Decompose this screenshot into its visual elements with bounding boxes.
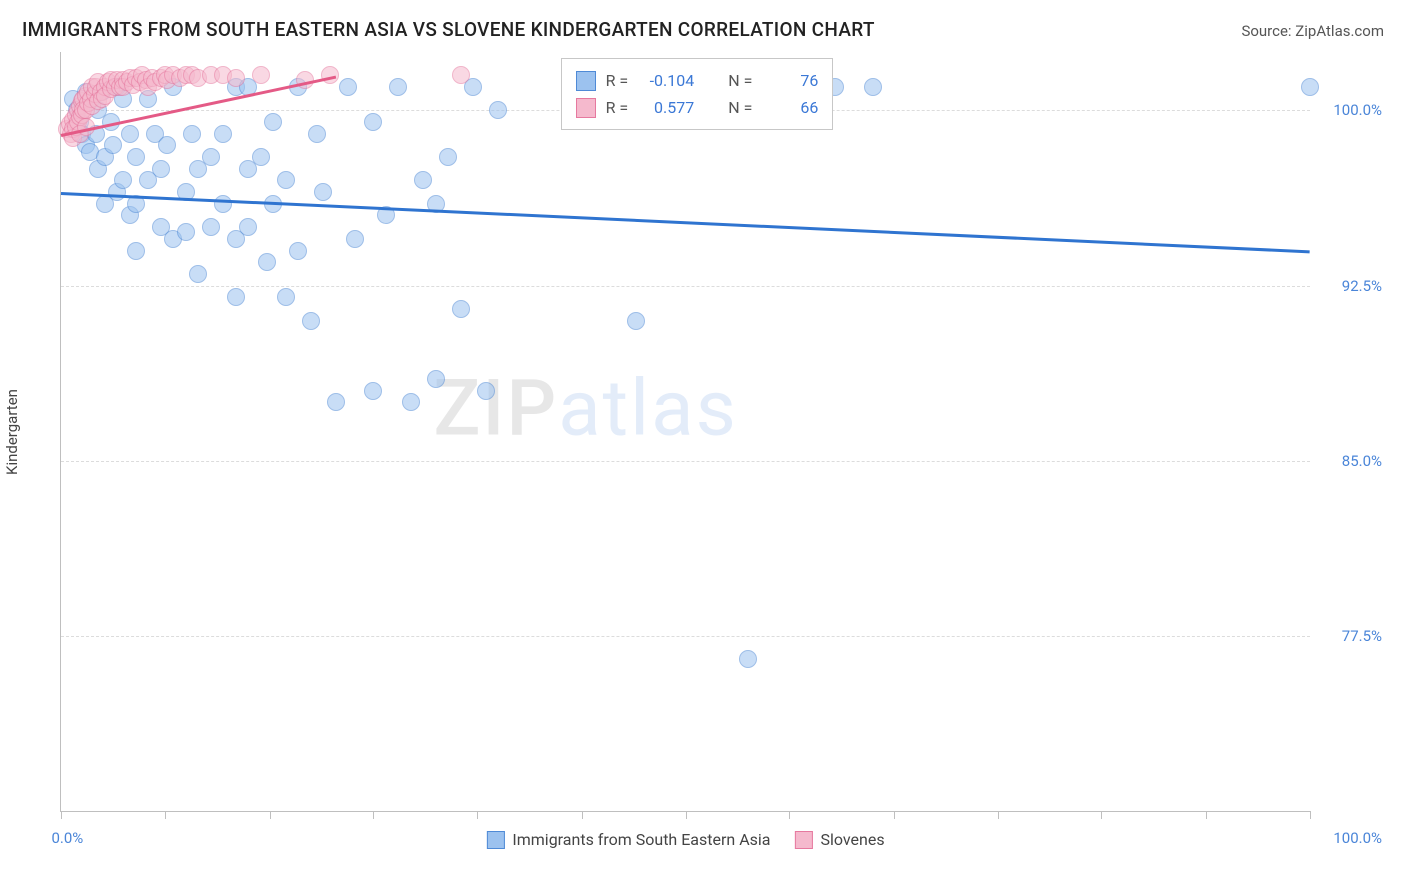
x-tick <box>582 811 583 819</box>
series-legend: Immigrants from South Eastern Asia Sloven… <box>486 830 884 849</box>
stats-legend-row: R = 0.577 N = 66 <box>576 94 819 121</box>
x-tick <box>686 811 687 819</box>
source-value: ZipAtlas.com <box>1295 22 1384 40</box>
legend-n-value: 76 <box>762 67 818 94</box>
data-point <box>308 125 326 143</box>
stats-legend-row: R = -0.104 N = 76 <box>576 67 819 94</box>
x-tick <box>789 811 790 819</box>
legend-r-label: R = <box>606 67 629 94</box>
data-point <box>214 125 232 143</box>
data-point <box>227 69 245 87</box>
data-point <box>489 101 507 119</box>
data-point <box>339 78 357 96</box>
data-point <box>252 148 270 166</box>
gridline <box>61 461 1310 462</box>
data-point <box>202 218 220 236</box>
y-tick-label: 77.5% <box>1318 627 1382 645</box>
data-point <box>183 125 201 143</box>
data-point <box>202 148 220 166</box>
data-point <box>277 288 295 306</box>
legend-swatch <box>576 98 596 118</box>
legend-swatch <box>486 831 504 849</box>
data-point <box>327 393 345 411</box>
data-point <box>302 312 320 330</box>
data-point <box>321 66 339 84</box>
data-point <box>477 382 495 400</box>
x-tick <box>1206 811 1207 819</box>
legend-r-value: -0.104 <box>638 67 694 94</box>
data-point <box>121 125 139 143</box>
x-tick <box>270 811 271 819</box>
data-point <box>214 195 232 213</box>
x-tick <box>373 811 374 819</box>
data-point <box>158 136 176 154</box>
data-point <box>346 230 364 248</box>
x-tick <box>1101 811 1102 819</box>
source-label: Source: <box>1241 22 1291 40</box>
data-point <box>627 312 645 330</box>
data-point <box>414 171 432 189</box>
series-label: Slovenes <box>821 830 885 849</box>
data-point <box>264 113 282 131</box>
series-legend-item: Immigrants from South Eastern Asia <box>486 830 770 849</box>
legend-swatch <box>576 71 596 91</box>
series-label: Immigrants from South Eastern Asia <box>512 830 770 849</box>
data-point <box>1301 78 1319 96</box>
x-tick <box>477 811 478 819</box>
legend-r-label: R = <box>606 94 629 121</box>
data-point <box>258 253 276 271</box>
legend-n-value: 66 <box>762 94 818 121</box>
data-point <box>364 113 382 131</box>
chart-header: IMMIGRANTS FROM SOUTH EASTERN ASIA VS SL… <box>0 0 1406 47</box>
data-point <box>127 242 145 260</box>
x-axis-min-label: 0.0% <box>51 829 83 847</box>
watermark-zip: ZIP <box>433 363 558 454</box>
data-point <box>189 265 207 283</box>
gridline <box>61 636 1310 637</box>
data-point <box>314 183 332 201</box>
data-point <box>864 78 882 96</box>
series-legend-item: Slovenes <box>795 830 885 849</box>
data-point <box>177 223 195 241</box>
data-point <box>452 300 470 318</box>
data-point <box>452 66 470 84</box>
data-point <box>227 288 245 306</box>
x-tick <box>61 811 62 819</box>
data-point <box>439 148 457 166</box>
data-point <box>239 218 257 236</box>
y-axis-label: Kindergarten <box>3 389 21 475</box>
x-axis-max-label: 100.0% <box>1333 829 1382 847</box>
y-tick-label: 92.5% <box>1318 277 1382 295</box>
y-tick-label: 100.0% <box>1318 101 1382 119</box>
legend-r-value: 0.577 <box>638 94 694 121</box>
data-point <box>127 148 145 166</box>
plot-area: ZIPatlas 0.0% 100.0% 77.5%85.0%92.5%100.… <box>60 52 1310 812</box>
x-tick <box>894 811 895 819</box>
watermark: ZIPatlas <box>433 363 738 454</box>
chart-container: Kindergarten ZIPatlas 0.0% 100.0% 77.5%8… <box>22 52 1384 812</box>
y-tick-label: 85.0% <box>1318 452 1382 470</box>
gridline <box>61 286 1310 287</box>
data-point <box>277 171 295 189</box>
legend-n-label: N = <box>728 94 752 121</box>
data-point <box>739 650 757 668</box>
data-point <box>104 136 122 154</box>
x-tick <box>165 811 166 819</box>
data-point <box>252 66 270 84</box>
source-attribution: Source: ZipAtlas.com <box>1241 22 1384 40</box>
chart-title: IMMIGRANTS FROM SOUTH EASTERN ASIA VS SL… <box>22 18 875 41</box>
data-point <box>402 393 420 411</box>
watermark-atlas: atlas <box>558 363 738 454</box>
x-tick <box>1310 811 1311 819</box>
data-point <box>152 160 170 178</box>
data-point <box>389 78 407 96</box>
data-point <box>427 370 445 388</box>
legend-n-label: N = <box>728 67 752 94</box>
x-tick <box>998 811 999 819</box>
data-point <box>114 171 132 189</box>
data-point <box>289 242 307 260</box>
legend-swatch <box>795 831 813 849</box>
data-point <box>364 382 382 400</box>
stats-legend: R = -0.104 N = 76 R = 0.577 N = 66 <box>561 58 834 130</box>
